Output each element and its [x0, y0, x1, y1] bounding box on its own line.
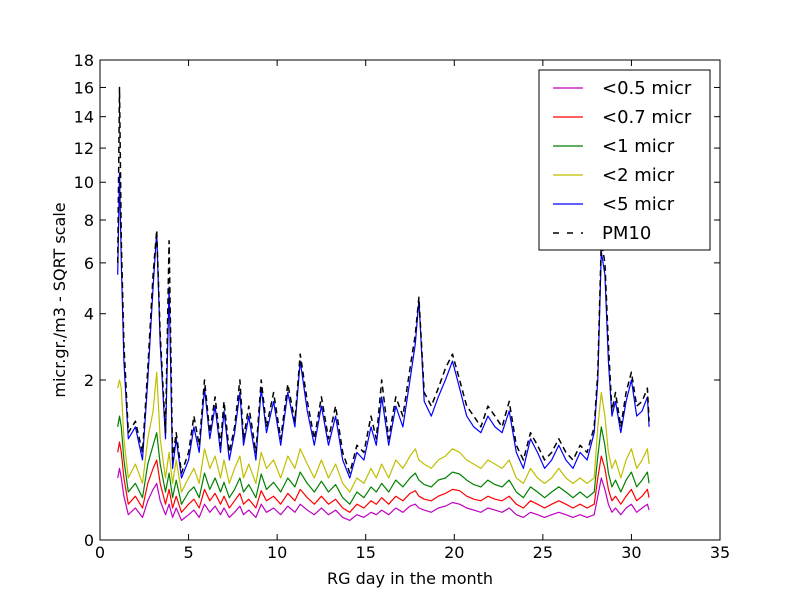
y-axis-label: micr.gr./m3 - SQRT scale [50, 202, 69, 397]
x-tick-label: 5 [183, 543, 193, 562]
legend-box [538, 69, 711, 251]
y-tick-label: 8 [84, 211, 94, 230]
x-axis: 0 5 10 15 20 25 30 35 [95, 60, 730, 562]
series-layer [116, 86, 650, 522]
y-tick-label: 2 [84, 371, 94, 390]
y-axis: 0 2 4 6 8 10 12 14 16 18 [74, 51, 720, 550]
y-tick-label: 18 [74, 51, 94, 70]
x-tick-label: 35 [710, 543, 730, 562]
series-line-1 [117, 441, 650, 513]
x-tick-label: 25 [533, 543, 553, 562]
x-tick-label: 20 [444, 543, 464, 562]
legend: <0.5 micr <0.7 micr <1 micr <2 micr <5 micr P… [538, 69, 711, 251]
y-tick-label: 12 [74, 139, 94, 158]
x-tick-label: 30 [621, 543, 641, 562]
y-tick-label: 16 [74, 78, 94, 97]
y-tick-label: 0 [84, 531, 94, 550]
legend-label: <0.7 micr [602, 107, 692, 128]
y-tick-label: 14 [74, 108, 94, 127]
series-line-0 [117, 467, 650, 522]
y-tick-label: 4 [84, 305, 94, 324]
y-tick-label: 10 [74, 173, 94, 192]
legend-label: <2 micr [602, 165, 675, 186]
x-axis-label: RG day in the month [327, 569, 493, 588]
series-line-2 [117, 415, 650, 505]
legend-label: <5 micr [602, 194, 675, 215]
x-tick-label: 15 [356, 543, 376, 562]
legend-label: PM10 [602, 223, 651, 244]
series-line-4 [117, 172, 650, 479]
plot-frame [99, 59, 721, 541]
legend-label: <0.5 micr [602, 78, 692, 99]
x-tick-label: 10 [267, 543, 287, 562]
series-line-3 [117, 371, 650, 493]
series-line-5 [116, 86, 650, 474]
legend-label: <1 micr [602, 136, 675, 157]
y-tick-label: 6 [84, 254, 94, 273]
x-tick-label: 0 [95, 543, 105, 562]
